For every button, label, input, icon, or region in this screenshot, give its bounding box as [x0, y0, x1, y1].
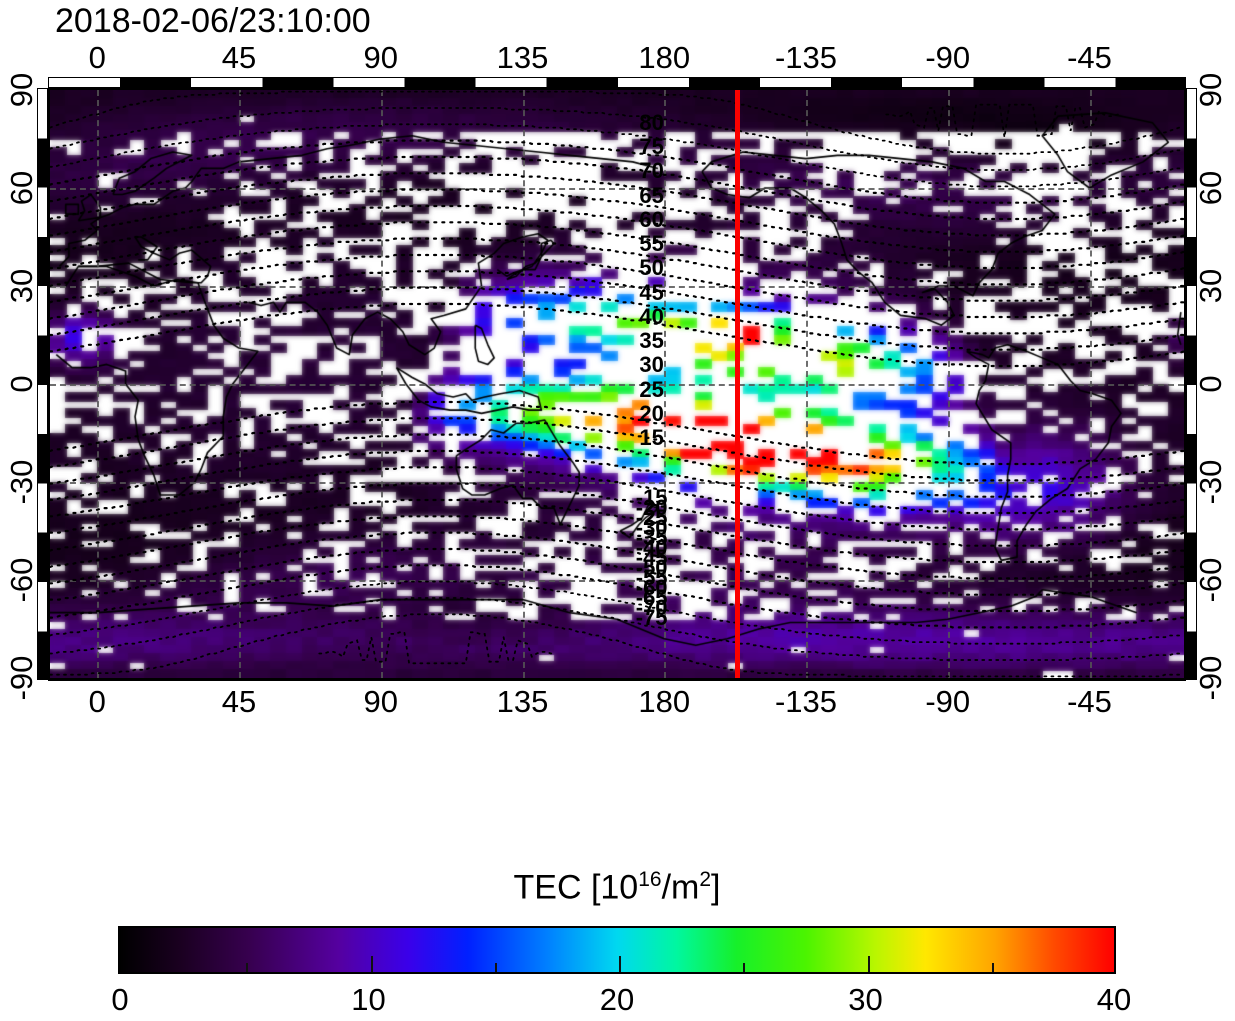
top-axis-ribbon: [48, 77, 1186, 88]
latitude-tick-30: 30: [4, 268, 39, 304]
colorbar-title-exponent-2: 2: [699, 868, 712, 891]
latitude-tick-0: 0: [4, 375, 39, 393]
colorbar-major-tick-10: [370, 956, 373, 972]
maglat-label-35: 35: [639, 328, 664, 354]
colorbar-tick-label-0: 0: [111, 982, 129, 1017]
left-axis-ribbon: [37, 88, 48, 680]
colorbar-minor-tick-25: [743, 963, 746, 972]
longitude-tick-45: 45: [221, 684, 257, 719]
colorbar-tick-label-20: 20: [599, 982, 635, 1017]
colorbar-tick-label-30: 30: [848, 982, 883, 1017]
grid-parallel: [50, 286, 1184, 288]
geomagnetic-contours: [50, 90, 1184, 678]
colorbar-minor-tick-15: [494, 963, 497, 972]
longitude-tick-90: 90: [363, 40, 398, 75]
maglat-label-50: 50: [639, 255, 664, 281]
longitude-tick-180: 180: [638, 684, 691, 719]
colorbar-title-exponent-16: 16: [638, 868, 662, 891]
longitude-tick--90: -90: [925, 40, 971, 75]
maglat-label--65: -65: [635, 585, 668, 610]
longitude-tick--45: -45: [1067, 684, 1112, 719]
maglat-label--40: -40: [635, 535, 668, 560]
colorbar-major-tick-30: [867, 956, 870, 972]
colorbar-title-end: ]: [711, 868, 721, 907]
latitude-tick-90: 90: [4, 72, 39, 108]
maglat-label-30: 30: [639, 352, 664, 378]
tec-map-plot-area[interactable]: 80 75 70 65 60 55 50 45 40 35 30 25 20 15 -15 -20 -25 -30…: [48, 88, 1186, 680]
solar-terminator-line: [734, 90, 740, 678]
tec-colorbar[interactable]: [118, 926, 1116, 974]
colorbar-minor-tick-35: [991, 963, 994, 972]
grid-parallel: [50, 188, 1184, 190]
colorbar-title-mid: /m: [661, 868, 700, 907]
maglat-label--15: -15: [635, 485, 668, 510]
page-title: 2018-02-06/23:10:00: [55, 2, 371, 40]
longitude-tick--90: -90: [925, 684, 971, 719]
latitude-tick-90: 90: [1193, 72, 1228, 108]
longitude-tick--45: -45: [1067, 40, 1112, 75]
maglat-label--35: -35: [635, 525, 668, 550]
latitude-tick--30: -30: [4, 459, 39, 505]
maglat-label--25: -25: [635, 505, 668, 530]
longitude-tick-180: 180: [638, 40, 691, 75]
maglat-label--70: -70: [635, 595, 668, 620]
maglat-label-75: 75: [639, 134, 664, 160]
colorbar-major-tick-20: [619, 956, 621, 972]
longitude-tick-0: 0: [88, 684, 106, 719]
maglat-label-45: 45: [639, 279, 664, 305]
colorbar-tick-label-40: 40: [1096, 982, 1132, 1017]
latitude-tick-60: 60: [4, 170, 39, 206]
longitude-tick-135: 135: [496, 684, 549, 719]
maglat-label-80: 80: [639, 110, 664, 135]
latitude-tick--60: -60: [4, 557, 39, 603]
latitude-tick--90: -90: [4, 655, 39, 701]
latitude-tick-30: 30: [1193, 268, 1228, 304]
longitude-tick-90: 90: [363, 684, 398, 719]
maglat-label--45: -45: [635, 545, 668, 570]
latitude-tick-0: 0: [1193, 375, 1228, 393]
maglat-label--30: -30: [635, 515, 668, 540]
right-axis-ribbon: [1186, 88, 1197, 680]
maglat-label-15: 15: [639, 425, 664, 450]
longitude-tick--135: -135: [774, 684, 838, 719]
maglat-label--75: -75: [635, 605, 668, 630]
maglat-label-55: 55: [639, 231, 664, 257]
latitude-tick--90: -90: [1193, 655, 1228, 701]
longitude-tick--135: -135: [774, 40, 838, 75]
maglat-label-25: 25: [639, 376, 664, 402]
grid-parallel: [50, 384, 1184, 386]
maglat-label-65: 65: [639, 182, 664, 208]
maglat-label--55: -55: [635, 565, 668, 590]
maglat-label-70: 70: [639, 158, 664, 184]
latitude-tick-60: 60: [1193, 170, 1228, 206]
colorbar-title: TEC [1016/m2]: [514, 868, 721, 907]
maglat-label-40: 40: [639, 303, 664, 329]
maglat-label-20: 20: [639, 400, 664, 426]
longitude-tick-135: 135: [496, 40, 549, 75]
maglat-label--20: -20: [635, 495, 668, 520]
maglat-label--50: -50: [635, 555, 668, 580]
maglat-label--60: -60: [635, 575, 668, 600]
latitude-tick--30: -30: [1193, 459, 1228, 505]
longitude-tick-45: 45: [221, 40, 257, 75]
colorbar-minor-tick-5: [246, 963, 249, 972]
maglat-label-60: 60: [639, 206, 664, 232]
longitude-tick-0: 0: [88, 40, 106, 75]
colorbar-title-main: TEC [10: [513, 868, 639, 907]
colorbar-tick-label-10: 10: [351, 982, 386, 1017]
latitude-tick--60: -60: [1193, 557, 1228, 603]
grid-parallel: [50, 580, 1184, 582]
